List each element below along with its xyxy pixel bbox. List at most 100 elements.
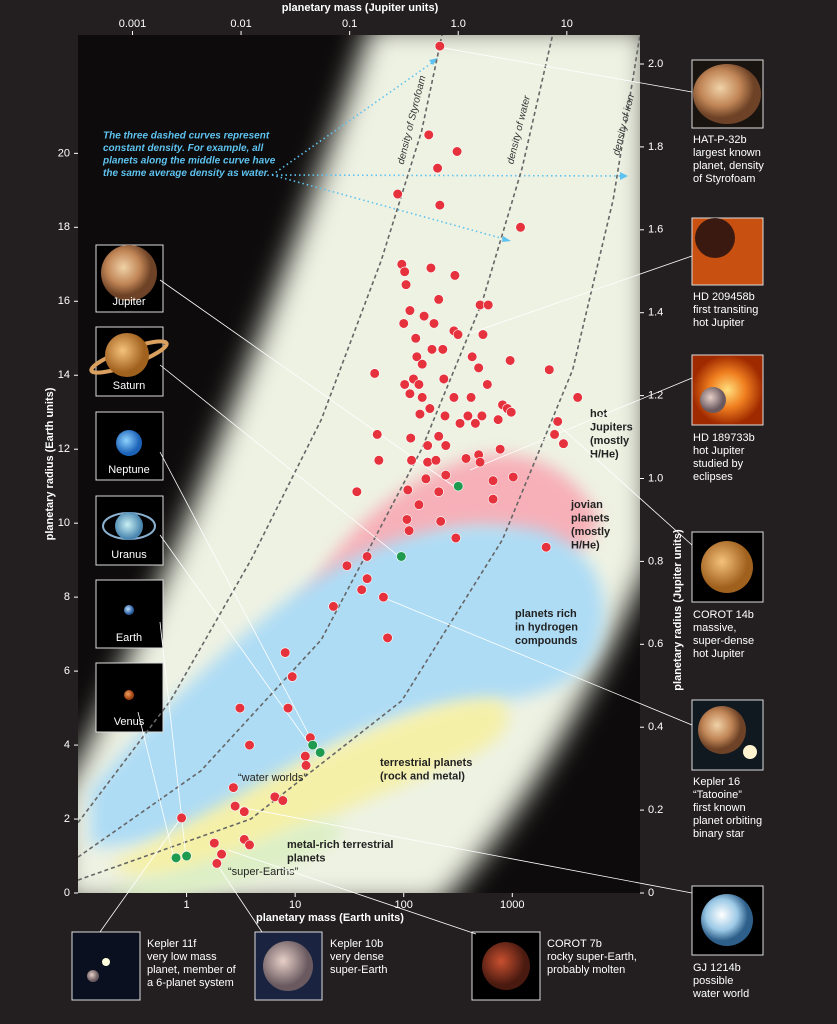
y2-tick-label: 1.4 [648, 307, 663, 319]
exoplanet-point [465, 392, 477, 403]
density-curve [78, 35, 554, 858]
exoplanet-point [398, 318, 409, 329]
planet-label: Neptune [108, 464, 150, 476]
exoplanet-point [401, 514, 413, 525]
y2-tick-label: 0 [648, 887, 654, 899]
arrow [271, 59, 437, 176]
x-tick-label: 1 [184, 899, 190, 911]
exoplanet-point [362, 551, 373, 562]
y-tick-label: 0 [64, 887, 70, 899]
exoplanet-point [423, 129, 434, 140]
thumb-neptune [116, 430, 142, 456]
y2-tick-label: 0.4 [648, 721, 663, 733]
y2-tick-label: 1.8 [648, 141, 663, 153]
exoplanet-point [549, 429, 560, 440]
region-label: H/He) [571, 539, 600, 551]
exoplanet-point [440, 440, 451, 451]
y-tick-label: 4 [64, 739, 70, 751]
region-label: “water worlds” [238, 772, 307, 784]
region-label: (mostly [571, 526, 611, 538]
note-line: planets along the middle curve have [102, 156, 276, 167]
leader-line [381, 596, 693, 726]
region-label: hot [590, 408, 607, 420]
thumb-corot14 [701, 541, 753, 593]
thumb-saturn [105, 333, 149, 377]
callout-text: “Tatooine” [693, 789, 742, 801]
exoplanet-point [417, 359, 428, 370]
callout-text: hot Jupiter [693, 317, 745, 329]
exoplanet-point [404, 388, 416, 399]
exoplanet-point [450, 532, 461, 544]
exoplanet-point [439, 410, 451, 422]
y-tick-label: 10 [58, 517, 70, 529]
callout-text: probably molten [547, 964, 625, 976]
exoplanet-point [378, 592, 389, 603]
exoplanet-point [434, 200, 445, 211]
exoplanet-point [399, 379, 410, 390]
exoplanet-point [244, 739, 255, 751]
thumb-venus [124, 690, 134, 700]
callout-text: very low mass [147, 951, 217, 963]
exoplanet-point [328, 601, 339, 612]
exoplanet-point [452, 329, 464, 340]
callout-text: first known [693, 802, 746, 814]
leader-line [159, 451, 319, 753]
arrowhead [620, 172, 628, 180]
exoplanet-point [460, 453, 472, 464]
region-label: planets [571, 512, 610, 524]
thumb-star [102, 958, 110, 966]
exoplanet-point [438, 373, 449, 385]
exoplanet-point [362, 573, 373, 584]
callout-text: binary star [693, 828, 745, 840]
leader-line [159, 364, 402, 559]
exoplanet-point [572, 392, 583, 403]
planet-label: Saturn [113, 380, 145, 392]
thumb-kepler16 [698, 706, 746, 754]
thumb-frame [691, 354, 764, 426]
exoplanet-point [552, 416, 563, 427]
y2-tick-label: 0.8 [648, 555, 663, 567]
exoplanet-point [432, 163, 443, 174]
callout-text: rocky super-Earth, [547, 951, 637, 963]
callout-text: COROT 14b [693, 609, 754, 621]
exoplanet-point [506, 407, 517, 418]
callout-text: first transiting [693, 304, 758, 316]
region-label: “super-Earths” [228, 866, 299, 878]
exoplanet-point [405, 433, 416, 444]
exoplanet-point [402, 484, 413, 495]
leader-line [159, 279, 456, 488]
region-label: in hydrogen [515, 621, 578, 633]
thumb-star [743, 745, 757, 759]
exoplanet-point [437, 344, 448, 355]
leader-line [99, 817, 182, 933]
exoplanet-point [300, 751, 311, 762]
callout-text: water world [692, 988, 749, 1000]
exoplanet-point [372, 429, 383, 440]
exoplanet-point [473, 362, 484, 373]
exoplanet-point [176, 812, 187, 824]
y2-tick-label: 2.0 [648, 58, 663, 70]
exoplanet-point [487, 475, 499, 486]
exoplanet-point [211, 858, 222, 869]
x2-tick-label: 0.001 [119, 18, 147, 30]
callout-text: Kepler 10b [330, 938, 383, 950]
y2-tick-label: 1.0 [648, 472, 663, 484]
x2-tick-label: 10 [561, 18, 573, 30]
leader-line [233, 805, 693, 894]
exoplanet-point [341, 560, 353, 571]
y-tick-label: 8 [64, 591, 70, 603]
exoplanet-point [477, 329, 489, 340]
y-tick-label: 18 [58, 221, 70, 233]
y2-tick-label: 1.6 [648, 224, 663, 236]
callout-text: super-dense [693, 635, 754, 647]
leader-line [554, 421, 693, 546]
thumb-jupiter [101, 245, 157, 301]
exoplanet-point [440, 469, 451, 481]
callout-text: very dense [330, 951, 384, 963]
y-tick-label: 12 [58, 443, 70, 455]
exoplanet-point [239, 806, 250, 817]
exo-thumbnails [71, 59, 764, 1001]
leader-line [227, 849, 477, 935]
density-curve [78, 35, 443, 824]
solar-planet-point [307, 739, 318, 751]
